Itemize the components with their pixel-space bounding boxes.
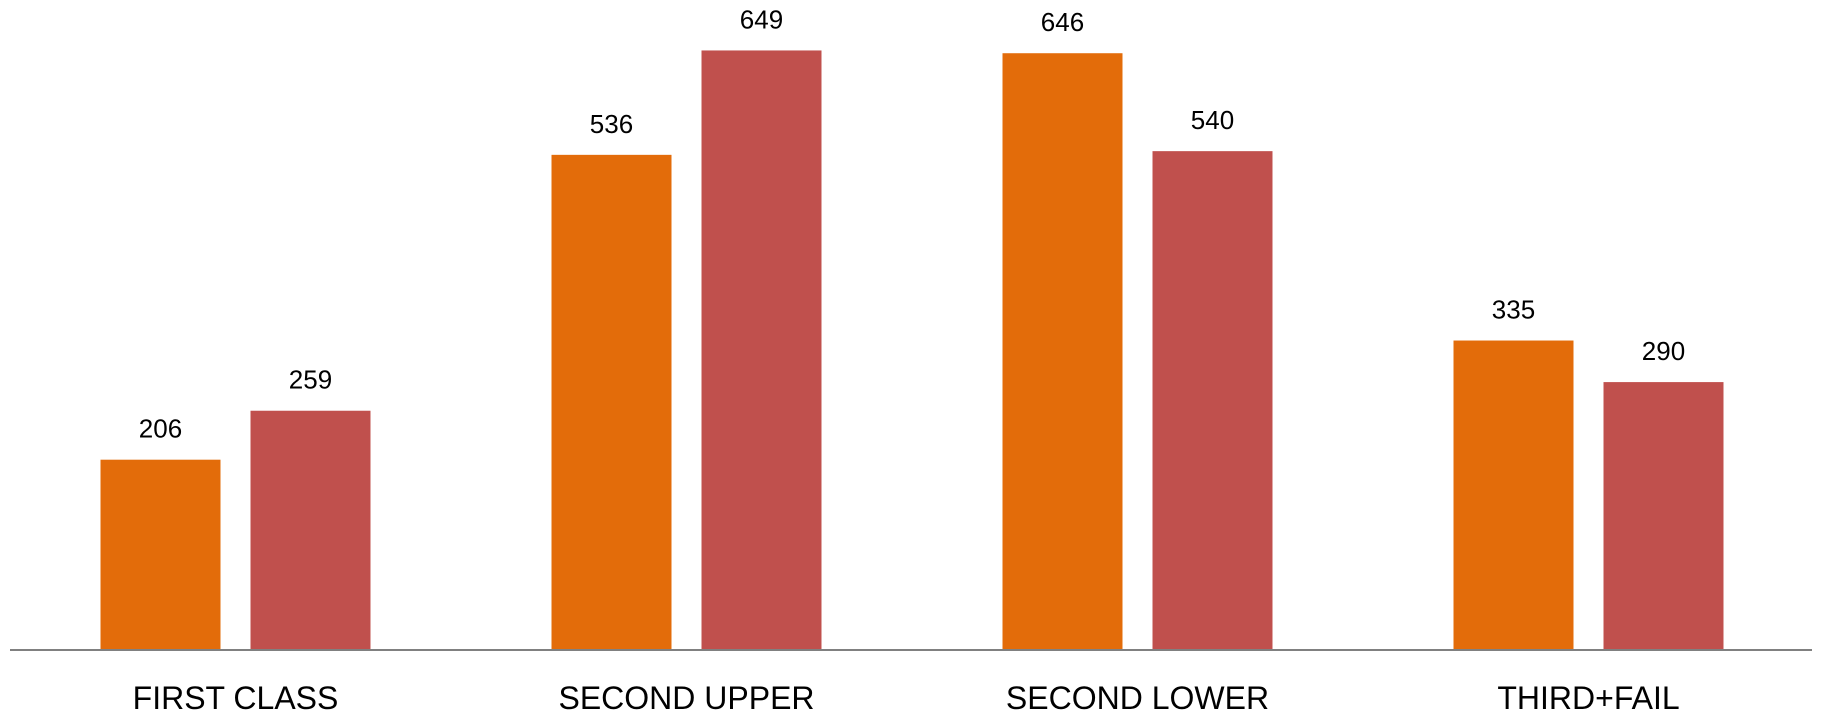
bar-series1-2 [551,154,672,650]
data-label-series1-3: 646 [1041,7,1084,37]
category-label-4: THIRD+FAIL [1497,680,1679,714]
bar-series1-3 [1002,53,1123,650]
bar-series2-3 [1152,151,1273,650]
bar-series2-1 [250,410,371,650]
bar-series1-4 [1453,340,1574,650]
data-label-series1-4: 335 [1492,295,1535,325]
data-label-series2-3: 540 [1191,105,1234,135]
category-label-3: SECOND LOWER [1006,680,1269,714]
category-labels-layer: FIRST CLASS SECOND UPPER SECOND LOWER THIRD… [133,680,1680,714]
bars-layer [100,50,1724,651]
category-label-2: SECOND UPPER [558,680,814,714]
data-label-series1-2: 536 [590,109,633,139]
data-label-series2-1: 259 [289,365,332,395]
bar-series1-1 [100,459,221,650]
bar-series2-4 [1603,382,1724,650]
data-label-series2-4: 290 [1642,336,1685,366]
category-label-1: FIRST CLASS [133,680,339,714]
data-label-series2-2: 649 [740,4,783,34]
value-labels-layer: 206 259 536 649 646 540 335 290 [139,4,1685,443]
bar-series2-2 [701,50,822,651]
data-label-series1-1: 206 [139,414,182,444]
